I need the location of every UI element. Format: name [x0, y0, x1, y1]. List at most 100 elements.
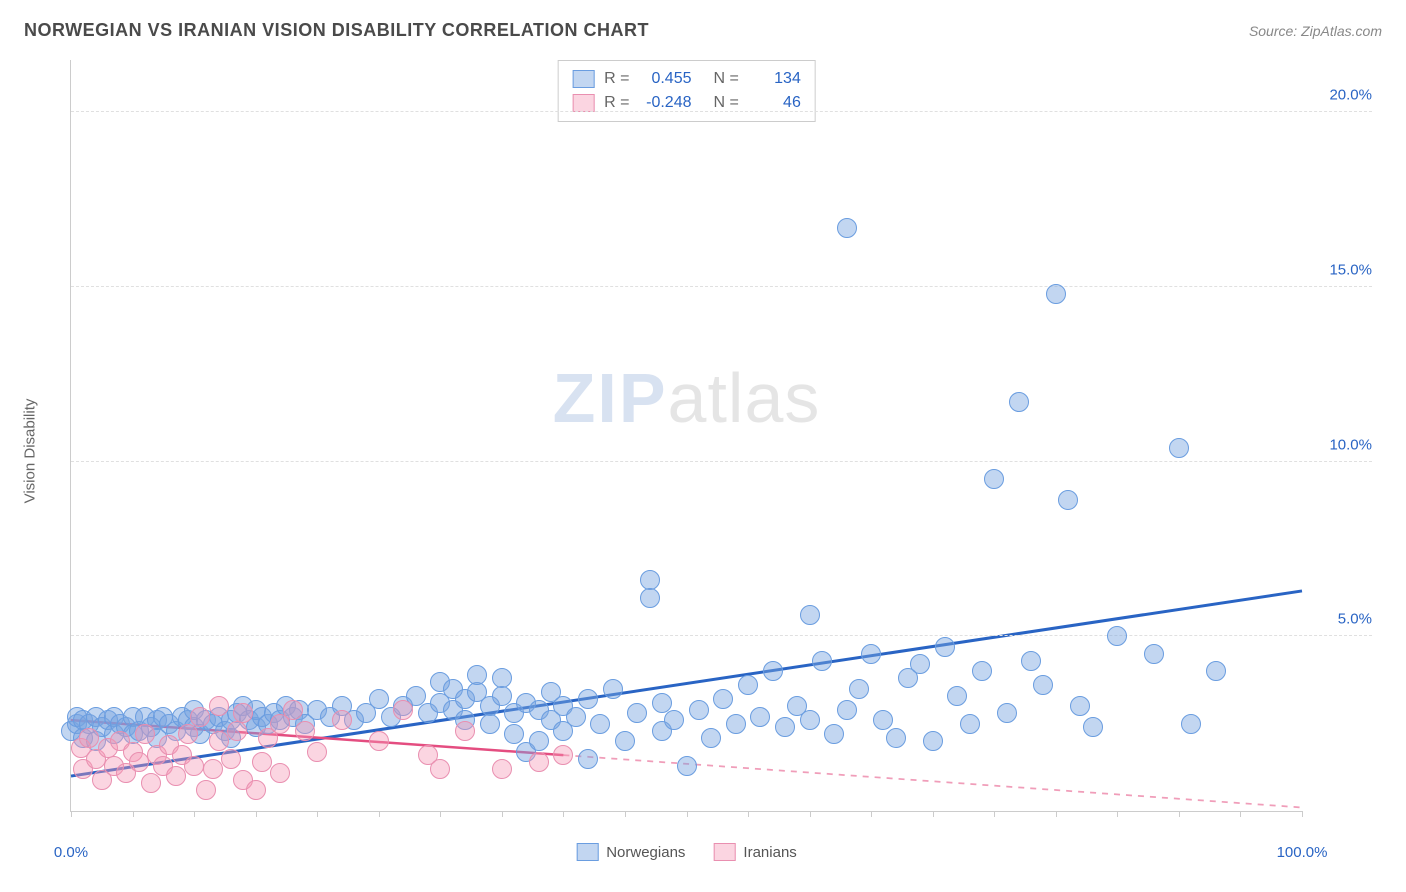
scatter-plot: ZIPatlas R =0.455N =134R =-0.248N =46 No…	[70, 60, 1302, 812]
data-point-iranians	[246, 780, 266, 800]
data-point-norwegians	[492, 686, 512, 706]
y-tick-label: 5.0%	[1312, 611, 1372, 628]
x-tick-label: 0.0%	[54, 844, 88, 861]
data-point-norwegians	[590, 714, 610, 734]
data-point-norwegians	[1206, 661, 1226, 681]
data-point-iranians	[529, 752, 549, 772]
data-point-norwegians	[837, 218, 857, 238]
data-point-norwegians	[812, 651, 832, 671]
data-point-iranians	[233, 703, 253, 723]
data-point-norwegians	[824, 724, 844, 744]
data-point-norwegians	[1033, 675, 1053, 695]
data-point-norwegians	[775, 717, 795, 737]
y-tick-label: 20.0%	[1312, 87, 1372, 104]
x-tick-mark	[625, 811, 626, 817]
data-point-norwegians	[677, 756, 697, 776]
trend-line-norwegians	[71, 591, 1302, 776]
legend-label: Norwegians	[606, 844, 685, 861]
data-point-iranians	[203, 759, 223, 779]
data-point-iranians	[135, 724, 155, 744]
legend-swatch	[572, 70, 594, 88]
data-point-norwegians	[1070, 696, 1090, 716]
x-tick-mark	[687, 811, 688, 817]
data-point-norwegians	[480, 714, 500, 734]
x-tick-mark	[256, 811, 257, 817]
x-tick-mark	[563, 811, 564, 817]
data-point-norwegians	[763, 661, 783, 681]
data-point-iranians	[332, 710, 352, 730]
data-point-iranians	[270, 763, 290, 783]
data-point-norwegians	[984, 469, 1004, 489]
source-attribution: Source: ZipAtlas.com	[1249, 23, 1382, 39]
x-tick-mark	[317, 811, 318, 817]
x-tick-mark	[502, 811, 503, 817]
data-point-norwegians	[960, 714, 980, 734]
data-point-iranians	[190, 707, 210, 727]
data-point-norwegians	[1181, 714, 1201, 734]
data-point-norwegians	[997, 703, 1017, 723]
legend-swatch	[572, 94, 594, 112]
data-point-norwegians	[800, 605, 820, 625]
legend-item-iranians: Iranians	[713, 843, 796, 861]
data-point-norwegians	[849, 679, 869, 699]
x-tick-label: 100.0%	[1277, 844, 1328, 861]
data-point-iranians	[393, 700, 413, 720]
legend-swatch	[576, 843, 598, 861]
trend-line-iranians-extrapolated	[563, 755, 1302, 807]
x-tick-mark	[71, 811, 72, 817]
data-point-iranians	[455, 721, 475, 741]
x-tick-mark	[748, 811, 749, 817]
series-legend: Norwegians Iranians	[576, 843, 797, 861]
stat-r-value: 0.455	[640, 67, 692, 91]
data-point-norwegians	[713, 689, 733, 709]
stat-r-label: R =	[604, 67, 629, 91]
x-tick-mark	[810, 811, 811, 817]
data-point-norwegians	[689, 700, 709, 720]
data-point-norwegians	[935, 637, 955, 657]
data-point-norwegians	[369, 689, 389, 709]
data-point-norwegians	[1144, 644, 1164, 664]
legend-item-norwegians: Norwegians	[576, 843, 685, 861]
data-point-norwegians	[664, 710, 684, 730]
data-point-iranians	[178, 724, 198, 744]
data-point-iranians	[553, 745, 573, 765]
y-gridline	[71, 111, 1372, 112]
data-point-norwegians	[750, 707, 770, 727]
legend-swatch	[713, 843, 735, 861]
data-point-iranians	[79, 728, 99, 748]
data-point-norwegians	[1083, 717, 1103, 737]
data-point-norwegians	[1107, 626, 1127, 646]
data-point-norwegians	[873, 710, 893, 730]
data-point-norwegians	[800, 710, 820, 730]
x-tick-mark	[1117, 811, 1118, 817]
data-point-iranians	[283, 700, 303, 720]
data-point-norwegians	[726, 714, 746, 734]
y-gridline	[71, 286, 1372, 287]
x-tick-mark	[1302, 811, 1303, 817]
legend-label: Iranians	[743, 844, 796, 861]
x-tick-mark	[994, 811, 995, 817]
data-point-iranians	[492, 759, 512, 779]
data-point-norwegians	[1058, 490, 1078, 510]
data-point-norwegians	[615, 731, 635, 751]
stats-row-norwegians: R =0.455N =134	[572, 67, 801, 91]
x-tick-mark	[440, 811, 441, 817]
y-tick-label: 10.0%	[1312, 436, 1372, 453]
data-point-iranians	[209, 696, 229, 716]
data-point-norwegians	[1009, 392, 1029, 412]
data-point-norwegians	[627, 703, 647, 723]
data-point-norwegians	[701, 728, 721, 748]
data-point-iranians	[252, 752, 272, 772]
data-point-norwegians	[738, 675, 758, 695]
x-tick-mark	[133, 811, 134, 817]
x-tick-mark	[194, 811, 195, 817]
chart-title: NORWEGIAN VS IRANIAN VISION DISABILITY C…	[24, 20, 649, 41]
data-point-norwegians	[529, 731, 549, 751]
x-tick-mark	[871, 811, 872, 817]
data-point-iranians	[141, 773, 161, 793]
data-point-norwegians	[910, 654, 930, 674]
data-point-norwegians	[652, 693, 672, 713]
data-point-iranians	[221, 749, 241, 769]
y-gridline	[71, 461, 1372, 462]
stat-n-value: 134	[749, 67, 801, 91]
